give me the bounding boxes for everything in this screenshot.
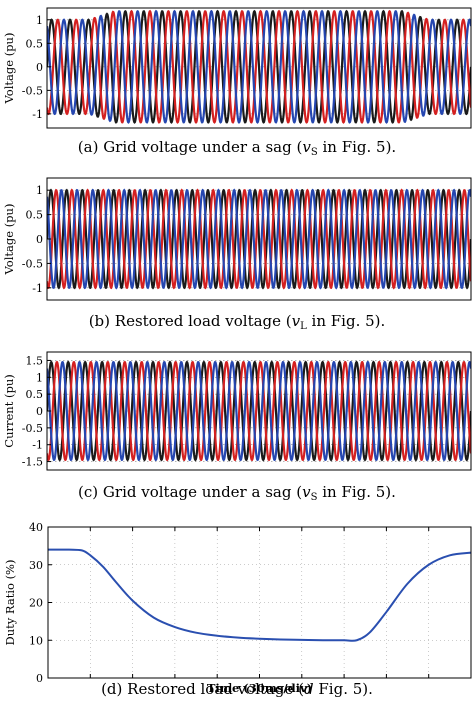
y-tick-label: -1.5 (22, 456, 43, 469)
y-tick-label: -0.5 (22, 422, 43, 435)
x-axis-label: Time (30ms/div) (207, 681, 312, 695)
y-tick-label: -1 (32, 108, 43, 121)
series-line-2 (47, 360, 471, 462)
waveform-panel-1: 1 0.5 0 -0.5 -1 Voltage (pu) (2, 7, 472, 129)
y-tick-label: 0 (36, 233, 43, 246)
y-axis-label: Duty Ratio (%) (3, 560, 17, 646)
y-tick-label: 10 (29, 634, 43, 647)
waveform-panel-2: 1 0.5 0 -0.5 -1 Voltage (pu) (2, 177, 472, 301)
series-line-3 (47, 9, 471, 124)
y-tick-label: -1 (32, 439, 43, 452)
y-tick-label: -1 (32, 282, 43, 295)
series-line-2 (47, 188, 471, 290)
y-tick-label: 1 (36, 14, 43, 27)
caption-panel-4: (d) Restored load voltage (d Fig. 5). (101, 680, 373, 698)
series-line-1 (47, 360, 471, 462)
series-line-3 (47, 360, 471, 462)
duty-ratio-panel: 0 10 20 30 40 Duty Ratio (%) Time (30ms/div) (3, 521, 472, 695)
series-line-3 (47, 188, 471, 290)
plot-frame (46, 7, 472, 129)
caption-panel-1: (a) Grid voltage under a sag (vS in Fig.… (78, 138, 396, 158)
y-tick-label: 20 (29, 597, 43, 610)
caption-panel-2: (b) Restored load voltage (vL in Fig. 5)… (89, 312, 386, 332)
y-tick-label: 0 (36, 672, 43, 685)
series-line-1 (47, 9, 471, 124)
y-tick-label: 1 (36, 371, 43, 384)
y-tick-label: 0 (36, 61, 43, 74)
series-line-1 (47, 188, 471, 290)
y-tick-label: -0.5 (22, 84, 43, 97)
caption-panel-3: (c) Grid voltage under a sag (vS in Fig.… (78, 483, 396, 503)
y-axis-label: Voltage (pu) (2, 204, 16, 276)
y-tick-label: 30 (29, 559, 43, 572)
y-axis-label: Current (pu) (2, 374, 16, 447)
y-tick-label: 0.5 (26, 388, 44, 401)
series-line-2 (47, 9, 471, 124)
y-tick-label: 1 (36, 184, 43, 197)
y-tick-label: 1.5 (26, 354, 44, 367)
waveform-panel-3: 1.5 1 0.5 0 -0.5 -1 -1.5 Current (pu) (2, 351, 472, 471)
y-tick-label: 0.5 (26, 209, 44, 222)
duty-ratio-line (47, 548, 472, 642)
y-tick-label: -0.5 (22, 257, 43, 270)
y-tick-label: 0 (36, 405, 43, 418)
y-tick-label: 40 (29, 521, 43, 534)
y-tick-label: 0.5 (26, 37, 44, 50)
y-axis-label: Voltage (pu) (2, 33, 16, 105)
